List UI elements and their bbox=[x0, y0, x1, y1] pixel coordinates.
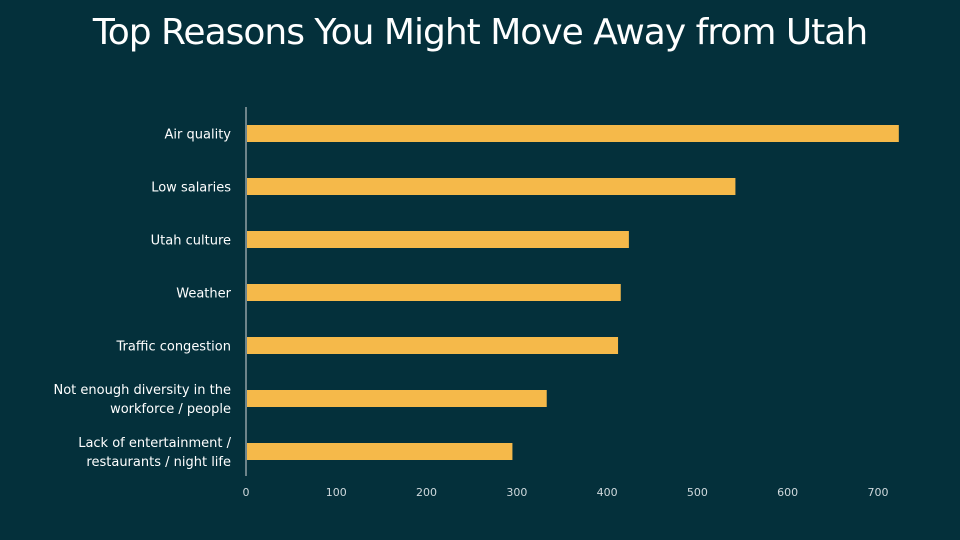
x-tick-label: 600 bbox=[777, 486, 798, 499]
category-label: Air quality bbox=[165, 128, 232, 143]
x-tick-label: 700 bbox=[867, 486, 888, 499]
bar bbox=[247, 443, 513, 460]
x-tick-label: 500 bbox=[687, 486, 708, 499]
bar bbox=[247, 125, 899, 142]
category-label: Lack of entertainment / bbox=[78, 436, 231, 451]
category-label: restaurants / night life bbox=[86, 455, 231, 470]
x-tick-label: 400 bbox=[597, 486, 618, 499]
bar bbox=[247, 284, 621, 301]
x-tick-label: 100 bbox=[326, 486, 347, 499]
category-label: Not enough diversity in the bbox=[54, 383, 232, 398]
x-tick-label: 300 bbox=[506, 486, 527, 499]
category-label: Weather bbox=[176, 287, 231, 302]
x-tick-label: 200 bbox=[416, 486, 437, 499]
bar bbox=[247, 231, 629, 248]
category-label: Utah culture bbox=[151, 234, 231, 249]
category-label: Low salaries bbox=[151, 181, 231, 196]
chart-title: Top Reasons You Might Move Away from Uta… bbox=[92, 12, 868, 53]
bar bbox=[247, 390, 547, 407]
bar bbox=[247, 337, 619, 354]
category-label: workforce / people bbox=[110, 402, 231, 417]
x-tick-label: 0 bbox=[243, 486, 250, 499]
category-label: Traffic congestion bbox=[116, 340, 231, 355]
bar bbox=[247, 178, 736, 195]
